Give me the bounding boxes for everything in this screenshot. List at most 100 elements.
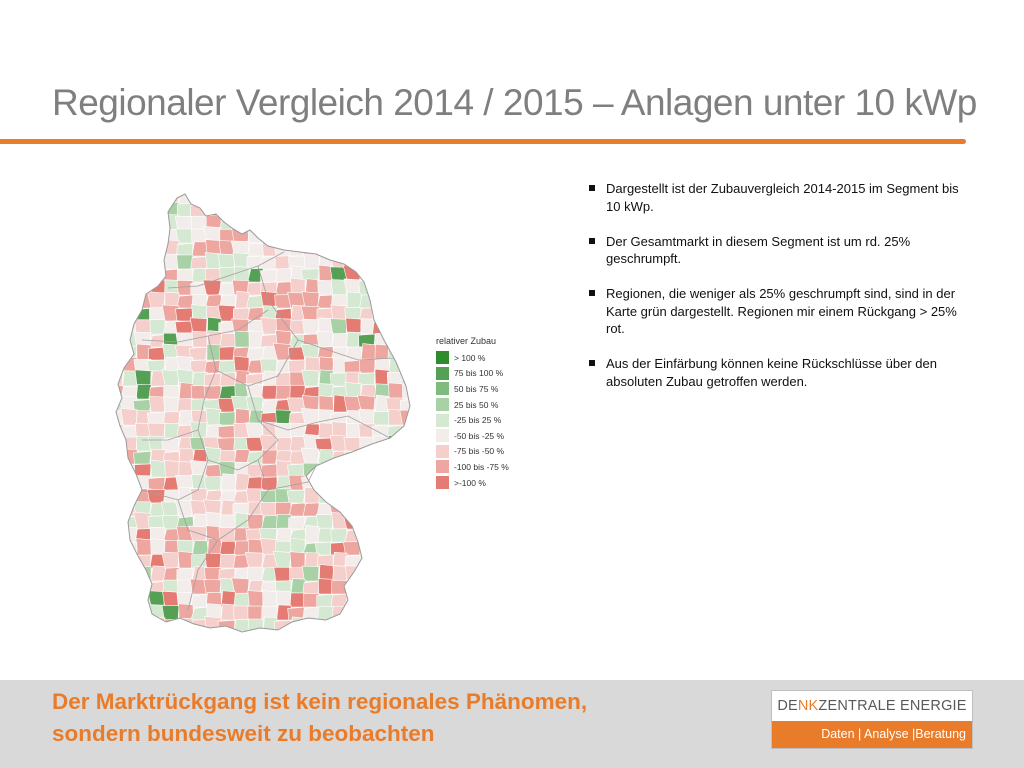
district-region [370,515,390,530]
district-region [399,554,410,569]
district-region [401,606,410,621]
district-region [260,269,278,283]
district-region [402,448,410,465]
district-region [190,204,208,218]
district-region [135,194,153,205]
district-region [401,527,410,543]
district-region [331,617,348,632]
district-region [116,346,125,361]
district-region [246,513,264,530]
district-region [220,473,237,491]
district-region [373,463,390,478]
district-region [275,436,293,452]
district-region [116,539,124,556]
district-region [414,346,420,360]
district-region [358,230,376,244]
district-region [331,476,348,491]
district-region [386,450,404,465]
district-region [121,194,138,205]
district-region [116,252,124,270]
district-region [416,255,420,269]
district-region [147,227,166,244]
district-region [204,476,222,491]
map-legend: relativer Zubau > 100 % 75 bis 100 % 50 bi… [436,336,509,490]
district-region [346,473,363,491]
district-region [176,242,194,257]
district-region [387,229,405,244]
district-region [413,281,420,295]
legend-swatch [436,382,449,396]
district-region [414,384,420,399]
district-region [374,213,390,231]
district-region [233,355,250,374]
district-region [136,617,153,632]
district-region [384,605,404,621]
district-region [233,592,250,608]
district-region [415,293,420,308]
district-region [416,541,420,555]
district-region [116,331,124,348]
district-region [260,199,278,218]
district-region [116,409,124,426]
district-region [371,307,390,322]
district-region [371,489,390,504]
district-region [273,619,292,632]
legend-label: 50 bis 75 % [454,383,499,394]
district-region [387,264,404,283]
district-region [288,229,306,244]
footer-conclusion: Der Marktrückgang ist kein regionales Ph… [52,686,587,750]
legend-item: >-100 % [436,475,509,491]
district-region [260,229,279,244]
district-region [331,633,347,640]
district-region [219,216,237,231]
district-region [120,203,139,218]
district-region [385,213,404,231]
district-region [134,554,152,569]
district-region [134,242,152,257]
district-region [233,618,251,632]
country-outline [115,193,411,633]
district-region [373,616,390,632]
legend-swatch [436,413,449,427]
district-region [399,320,410,335]
district-region [360,576,376,595]
district-region [346,488,362,504]
district-region [358,566,376,582]
district-region [388,539,405,556]
district-region [386,333,405,348]
district-region [400,476,410,491]
district-region [402,331,410,348]
district-region [136,629,153,632]
district-region [331,333,349,348]
state-borders [141,251,395,611]
legend-swatch [436,351,449,365]
bullet-item: Dargestellt ist der Zubauvergleich 2014-… [588,180,968,215]
district-region [384,254,404,270]
district-region [373,566,390,582]
district-region [372,321,390,335]
district-region [317,194,334,205]
district-region [233,630,250,632]
district-region [136,228,152,244]
district-region [275,268,292,283]
district-region [218,346,236,361]
district-region [302,581,320,595]
district-region [121,566,139,582]
district-region [331,605,348,621]
footer-line-2: sondern bundesweit zu beobachten [52,721,435,746]
district-region [399,202,410,218]
district-region [116,528,124,543]
district-region [302,462,320,478]
district-region [316,331,334,348]
district-region [413,438,420,451]
district-region [116,476,125,491]
district-region [134,203,153,218]
district-region [147,476,166,491]
district-region [346,239,362,257]
legend-label: > 100 % [454,352,486,363]
district-region [261,515,279,530]
district-region [191,633,207,640]
district-region [203,385,222,400]
district-region [400,194,410,205]
district-region [373,194,390,205]
